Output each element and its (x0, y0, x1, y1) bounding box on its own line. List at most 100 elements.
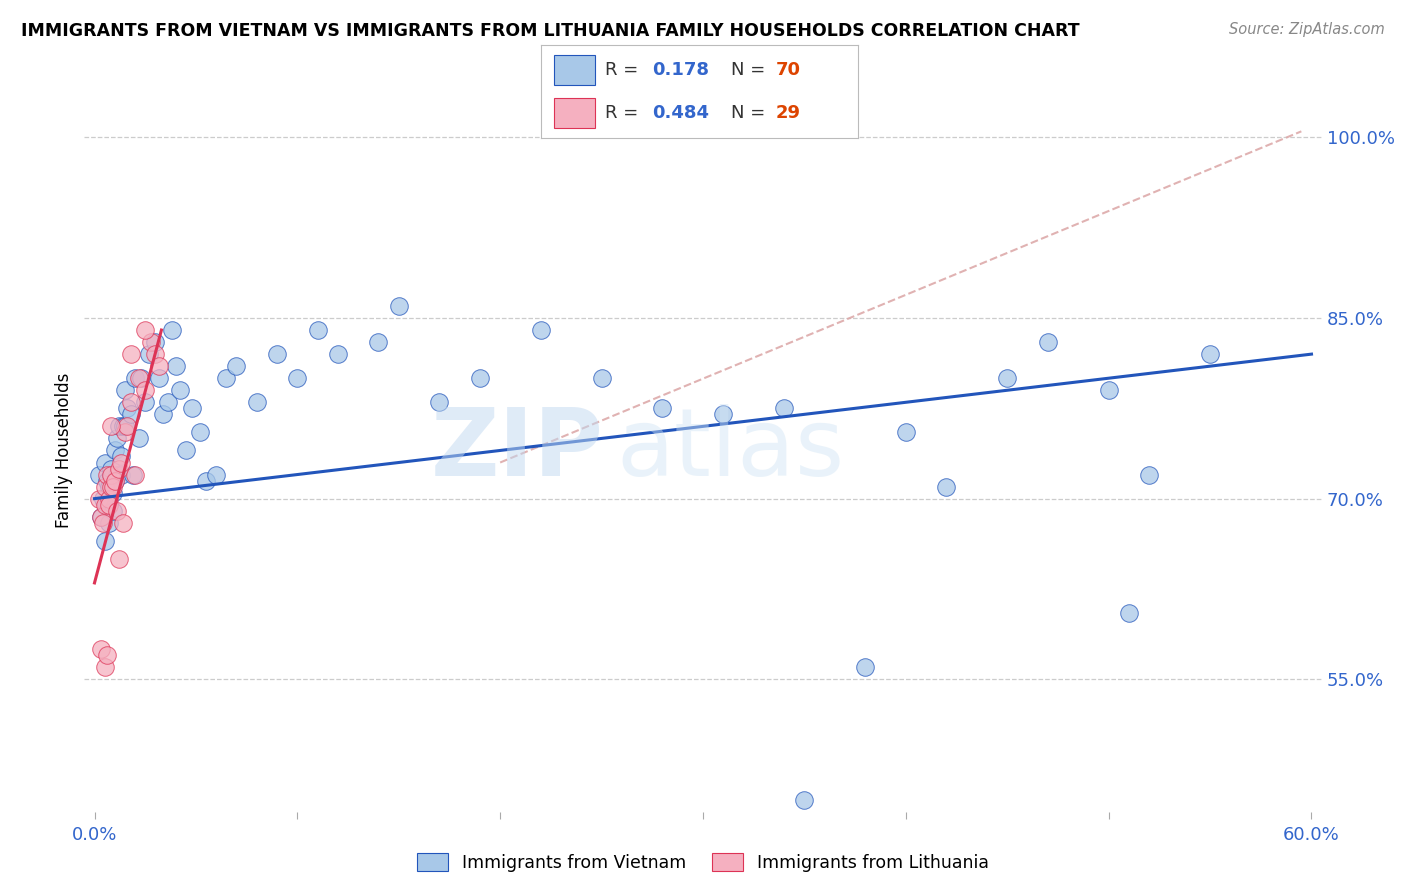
Point (246, 395, 269, 409)
Point (152, 407, 174, 422)
Point (141, 335, 163, 350)
Point (93, 456, 115, 470)
Point (134, 323, 156, 337)
Point (174, 443, 197, 458)
Point (100, 461, 122, 475)
Point (100, 480, 122, 494)
Point (96, 648, 118, 663)
Text: R =: R = (605, 61, 644, 78)
Legend: Immigrants from Vietnam, Immigrants from Lithuania: Immigrants from Vietnam, Immigrants from… (409, 847, 997, 879)
Text: ZIP: ZIP (432, 404, 605, 497)
Point (100, 467, 122, 482)
Point (110, 456, 132, 470)
Point (129, 371, 152, 385)
Bar (554, 98, 595, 128)
Text: Source: ZipAtlas.com: Source: ZipAtlas.com (1229, 22, 1385, 37)
Text: IMMIGRANTS FROM VIETNAM VS IMMIGRANTS FROM LITHUANIA FAMILY HOUSEHOLDS CORRELATI: IMMIGRANTS FROM VIETNAM VS IMMIGRANTS FR… (21, 22, 1080, 40)
Point (160, 323, 183, 337)
Point (111, 516, 134, 530)
Point (108, 461, 131, 475)
Point (143, 347, 166, 361)
Text: 0.178: 0.178 (652, 61, 709, 78)
Point (853, 660, 876, 674)
Point (93, 498, 115, 512)
Point (326, 347, 349, 361)
Point (114, 425, 136, 440)
Point (148, 359, 170, 373)
Point (138, 347, 160, 361)
Point (180, 401, 202, 416)
Point (427, 395, 450, 409)
Text: R =: R = (605, 104, 644, 122)
Point (104, 474, 127, 488)
Text: 29: 29 (776, 104, 800, 122)
Point (120, 395, 142, 409)
Point (115, 401, 138, 416)
Point (93, 480, 115, 494)
Point (120, 347, 142, 361)
Point (91, 516, 114, 530)
Point (225, 359, 247, 373)
Point (90, 509, 112, 524)
Point (1137, 467, 1160, 482)
Point (692, 817, 714, 831)
Y-axis label: Family Households: Family Households (55, 373, 73, 528)
Point (156, 395, 179, 409)
Point (935, 480, 957, 494)
Point (188, 425, 211, 440)
Point (114, 384, 136, 398)
Point (110, 467, 132, 482)
Point (96, 498, 118, 512)
Bar (554, 55, 595, 85)
Point (104, 443, 127, 458)
Text: 0.484: 0.484 (652, 104, 709, 122)
Point (97, 491, 120, 506)
Point (97, 480, 120, 494)
Point (711, 407, 734, 422)
Point (90, 642, 112, 657)
Text: N =: N = (731, 61, 770, 78)
Point (115, 419, 138, 434)
Text: N =: N = (731, 104, 770, 122)
Point (105, 432, 128, 446)
Point (165, 359, 187, 373)
Point (101, 485, 124, 500)
Text: 70: 70 (776, 61, 800, 78)
Point (101, 504, 124, 518)
Point (120, 407, 142, 422)
Point (195, 474, 218, 488)
Point (773, 401, 796, 416)
Point (591, 371, 613, 385)
Point (894, 425, 917, 440)
Point (108, 551, 131, 566)
Point (90, 509, 112, 524)
Point (93, 660, 115, 674)
Point (1098, 384, 1121, 398)
Point (388, 299, 411, 313)
Point (97, 516, 120, 530)
Point (1118, 606, 1140, 620)
Point (105, 467, 128, 482)
Point (307, 323, 329, 337)
Point (1199, 347, 1222, 361)
Point (134, 384, 156, 398)
Point (266, 347, 288, 361)
Point (110, 450, 132, 464)
Point (114, 419, 136, 434)
Point (1036, 335, 1059, 350)
Point (96, 474, 118, 488)
Point (143, 335, 166, 350)
Point (793, 793, 815, 807)
Point (108, 419, 131, 434)
Point (122, 467, 145, 482)
Point (124, 371, 146, 385)
Point (96, 467, 118, 482)
Point (104, 474, 127, 488)
Text: atlas: atlas (616, 404, 845, 497)
Point (468, 371, 491, 385)
Point (93, 533, 115, 548)
Point (124, 467, 146, 482)
Point (215, 371, 238, 385)
Point (101, 480, 124, 494)
Point (134, 395, 156, 409)
